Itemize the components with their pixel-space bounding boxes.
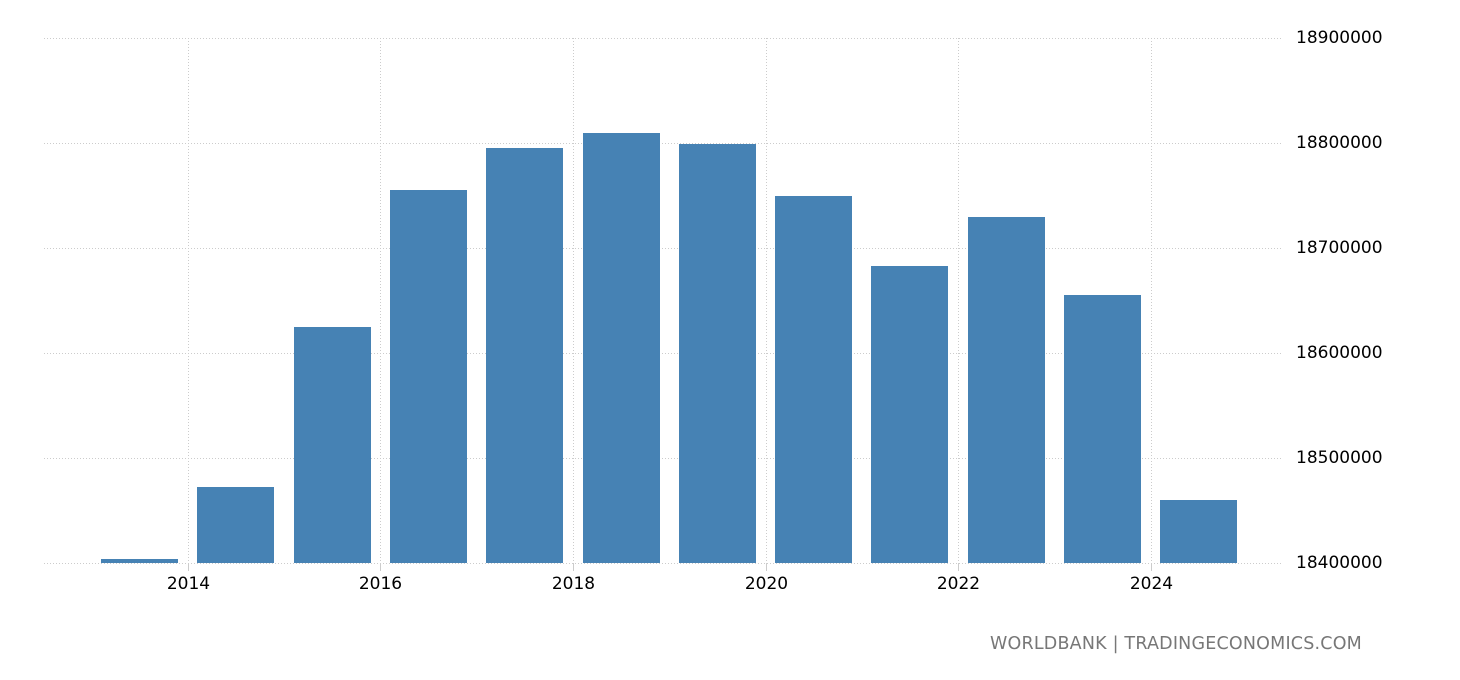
y-tick-label: 18500000 — [1296, 448, 1383, 468]
x-tick-label: 2018 — [551, 574, 596, 594]
y-tick-label: 18400000 — [1296, 553, 1383, 573]
bar-2023[interactable] — [1064, 295, 1141, 563]
x-tick-label: 2024 — [1129, 574, 1174, 594]
y-tick-label: 18600000 — [1296, 343, 1383, 363]
bar-2020[interactable] — [775, 196, 852, 563]
bar-2013[interactable] — [101, 559, 178, 563]
source-credit: WORLDBANK | TRADINGECONOMICS.COM — [990, 634, 1362, 654]
bar-2014[interactable] — [197, 487, 274, 563]
x-tick-label: 2020 — [744, 574, 789, 594]
y-tick-label: 18800000 — [1296, 133, 1383, 153]
bar-2018[interactable] — [583, 133, 660, 563]
bar-2019[interactable] — [679, 144, 756, 563]
bar-2017[interactable] — [486, 148, 563, 563]
x-tick-label: 2022 — [936, 574, 981, 594]
bar-2021[interactable] — [871, 266, 948, 563]
bar-2015[interactable] — [294, 327, 371, 563]
x-tick-label: 2014 — [166, 574, 211, 594]
bar-2024[interactable] — [1160, 500, 1237, 563]
y-tick-label: 18900000 — [1296, 28, 1383, 48]
bar-2016[interactable] — [390, 190, 467, 563]
y-tick-label: 18700000 — [1296, 238, 1383, 258]
bar-2022[interactable] — [968, 217, 1045, 563]
x-tick-label: 2016 — [358, 574, 403, 594]
